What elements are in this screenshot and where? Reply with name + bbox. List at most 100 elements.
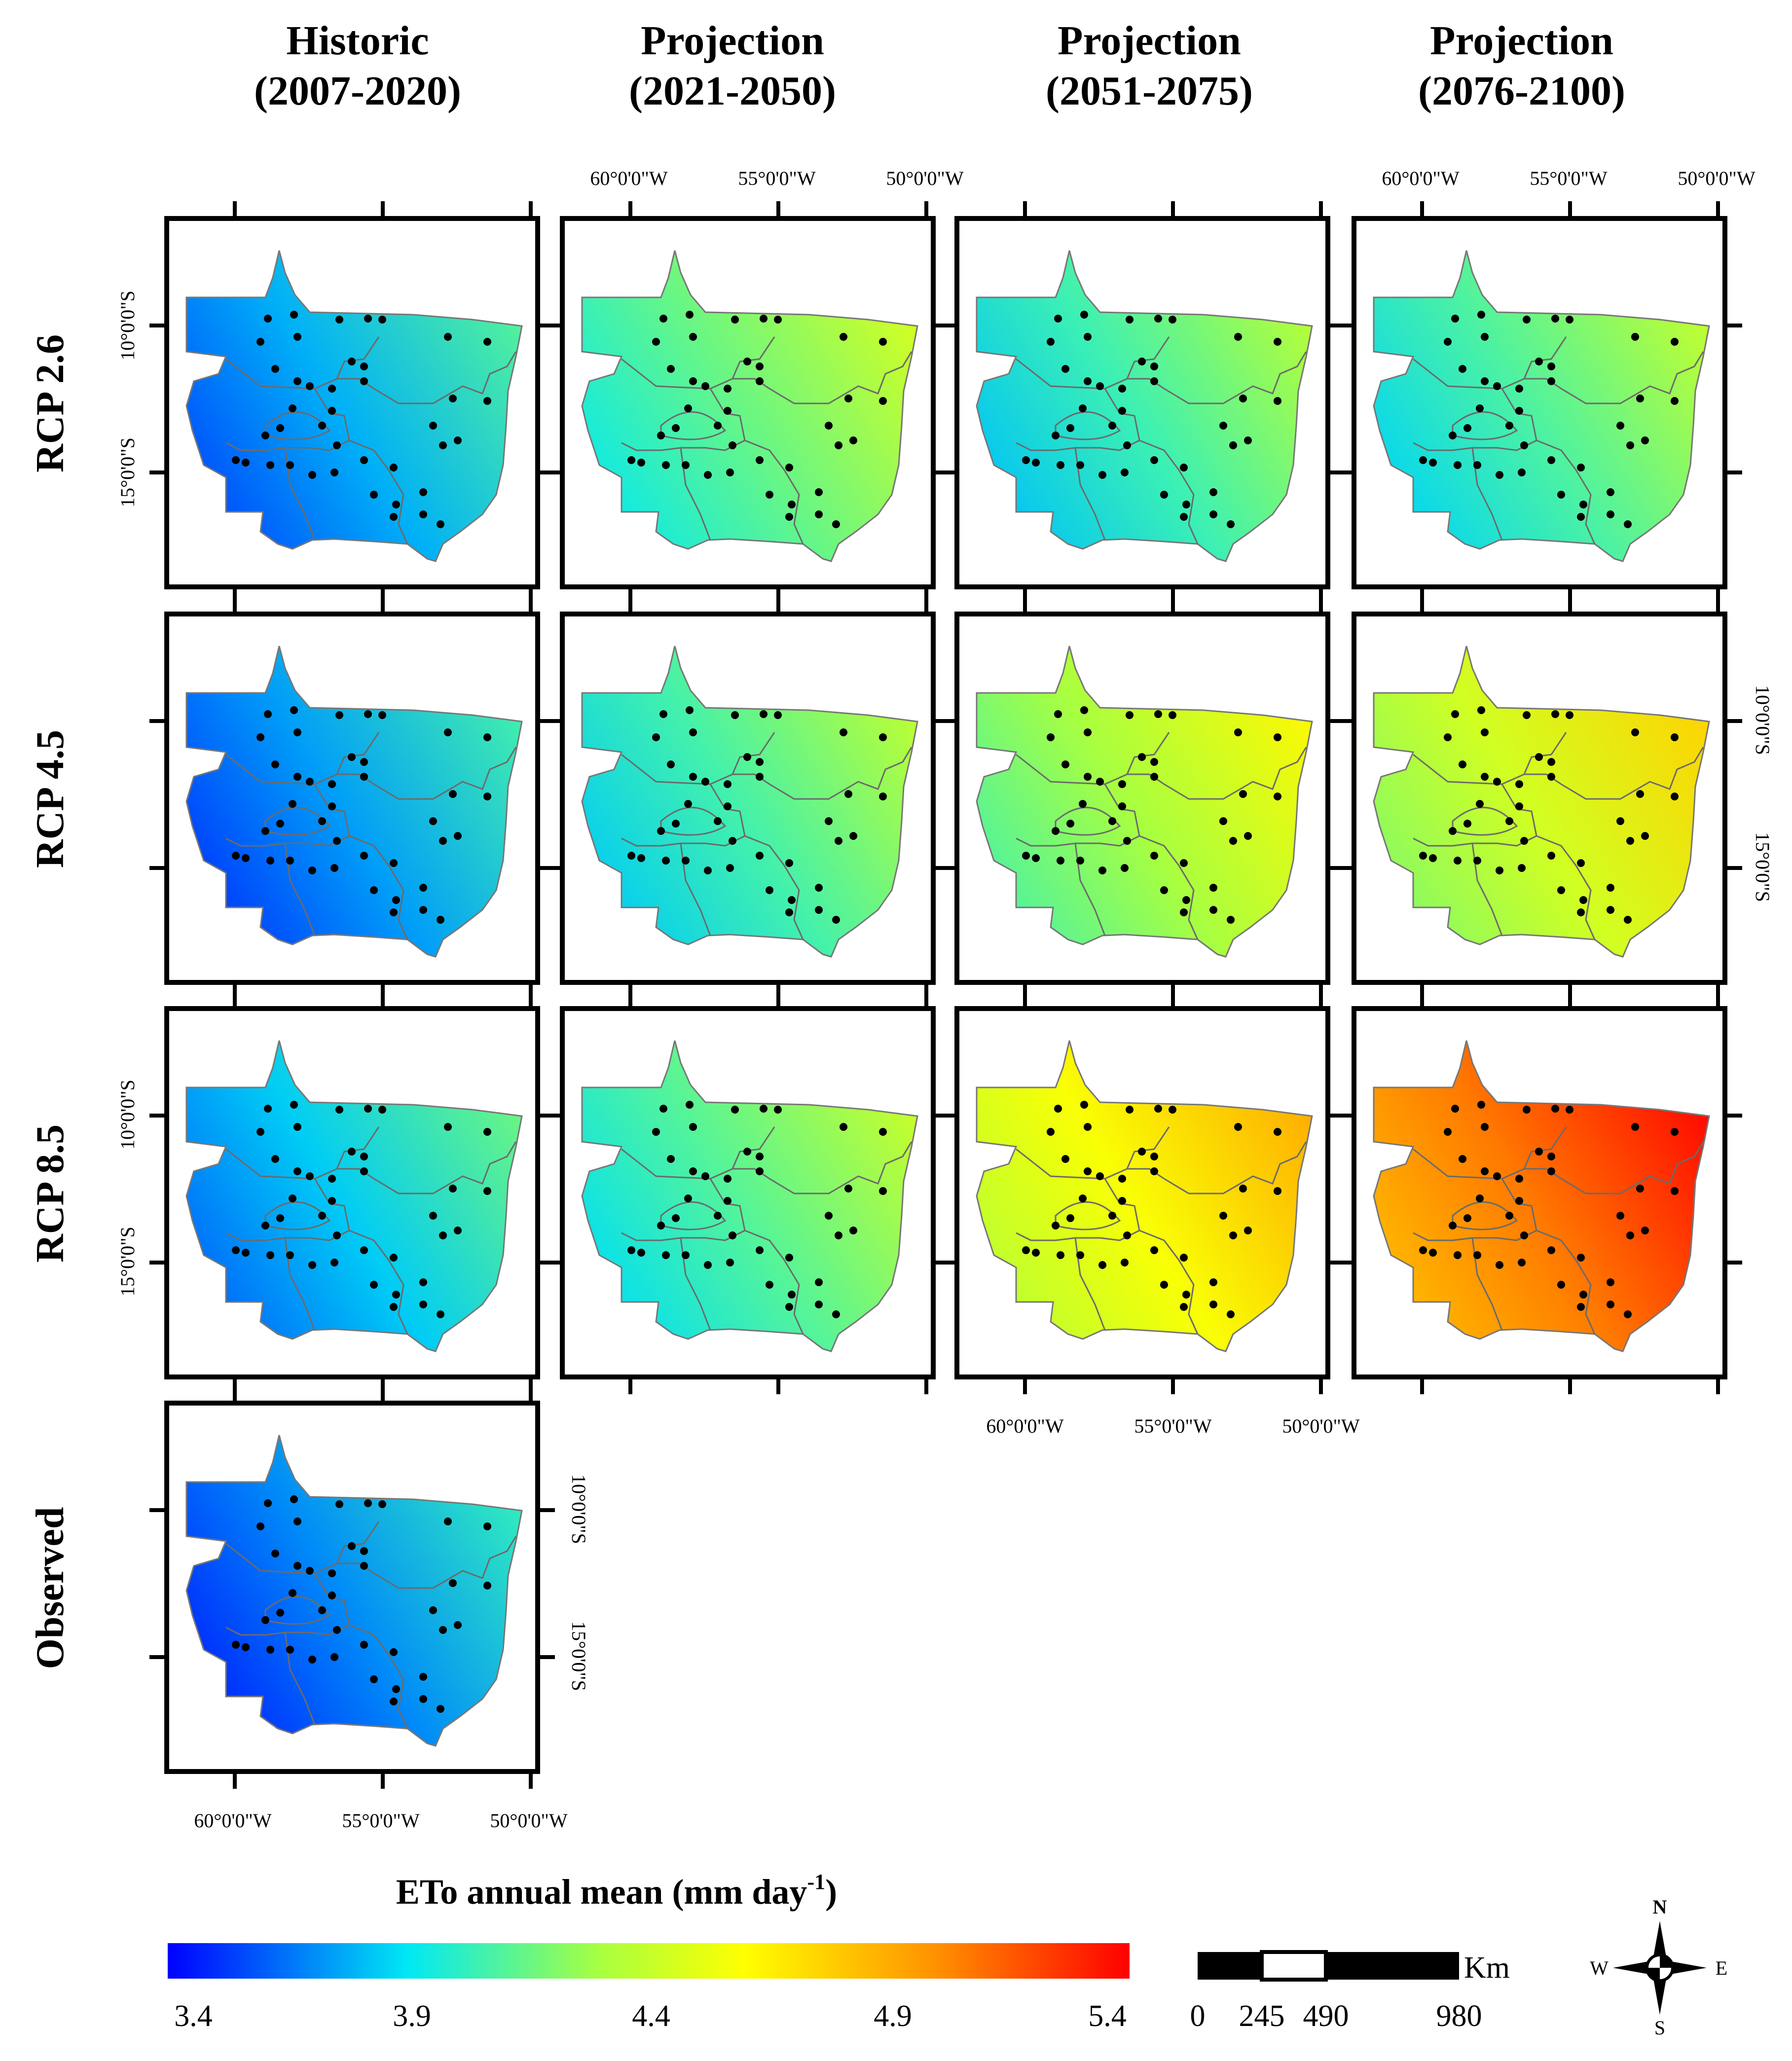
station-point [684, 404, 692, 412]
station-point [1150, 1167, 1158, 1175]
station-point [1118, 802, 1126, 810]
station-point [1473, 857, 1481, 865]
station-point [627, 852, 635, 860]
station-point [1047, 1128, 1055, 1136]
station-point [1219, 422, 1227, 430]
station-point [364, 1499, 372, 1507]
station-point [1547, 773, 1555, 781]
station-point [1032, 459, 1040, 467]
station-point [1182, 501, 1190, 508]
station-point [1473, 461, 1481, 469]
station-point [714, 1212, 722, 1220]
station-point [289, 800, 296, 808]
lon-tick-bottom-obs-50w: 50°0'0"W [490, 1809, 568, 1832]
station-point [1477, 311, 1485, 319]
station-point [454, 436, 462, 444]
station-point [1496, 471, 1503, 479]
station-point [662, 461, 670, 469]
station-point [667, 1155, 675, 1163]
station-point [1076, 857, 1084, 865]
station-point [1636, 395, 1644, 402]
station-point [724, 802, 731, 810]
scale-bar-label: 245 [1239, 1999, 1285, 2033]
state-area [1373, 646, 1710, 958]
station-point [264, 1499, 272, 1507]
station-point [1227, 520, 1235, 528]
station-point [419, 488, 427, 496]
station-point [290, 311, 298, 319]
station-point [1052, 1222, 1060, 1229]
station-point [1616, 817, 1624, 825]
station-point [1084, 333, 1092, 341]
station-point [724, 385, 731, 393]
station-point [785, 908, 793, 916]
station-point [652, 1128, 660, 1136]
station-point [1577, 908, 1585, 916]
station-point [1607, 1301, 1614, 1308]
map-panel [545, 991, 951, 1394]
region-boundary [349, 835, 408, 940]
station-point [1032, 854, 1040, 862]
station-point [328, 385, 336, 393]
station-point [1579, 896, 1587, 904]
station-point [360, 1562, 368, 1570]
station-point [378, 711, 386, 719]
station-point [1180, 1303, 1188, 1311]
station-point [701, 778, 709, 786]
station-point [1209, 1278, 1217, 1286]
station-point [1274, 793, 1281, 800]
station-point [825, 1212, 833, 1220]
station-point [657, 827, 665, 835]
station-point [360, 773, 368, 781]
station-point [1219, 817, 1227, 825]
station-point [766, 1281, 773, 1289]
station-point [483, 1128, 491, 1136]
station-point [439, 837, 447, 845]
station-point [785, 859, 793, 867]
station-point [825, 422, 833, 430]
station-point [378, 1106, 386, 1114]
station-point [256, 733, 264, 741]
region-boundary [225, 784, 350, 847]
map-panel [940, 597, 1345, 1000]
station-point [286, 1646, 294, 1654]
station-point [756, 773, 764, 781]
station-point [1481, 1167, 1489, 1175]
station-point [815, 1301, 823, 1308]
station-point [1160, 886, 1168, 894]
station-point [449, 1185, 457, 1193]
station-point [672, 1214, 680, 1222]
station-point [714, 817, 722, 825]
station-point [232, 1246, 240, 1254]
station-point [1671, 397, 1679, 405]
column-title-2051-2075-line1: Projection [1058, 18, 1241, 64]
station-point [1449, 1222, 1457, 1229]
station-point [360, 758, 368, 766]
station-point [348, 753, 356, 761]
station-point [1451, 1105, 1459, 1113]
station-point [261, 432, 269, 439]
station-point [1180, 1254, 1188, 1262]
station-point [682, 1251, 690, 1259]
station-point [378, 316, 386, 324]
region-boundary [1536, 1229, 1596, 1335]
scale-bar-segment [1326, 1952, 1459, 1980]
station-point [849, 832, 857, 840]
station-point [1557, 886, 1565, 894]
station-point [261, 1222, 269, 1229]
station-point [704, 1261, 712, 1269]
station-point [256, 1128, 264, 1136]
station-point [392, 501, 400, 508]
lat-tick-left-r3-10s: 10°0'0"S [116, 1080, 139, 1150]
row-title-rcp85: RCP 8.5 [29, 1124, 72, 1263]
station-point [271, 365, 279, 373]
station-point [437, 1310, 444, 1318]
station-point [844, 790, 852, 798]
scale-bar-label: 490 [1303, 1999, 1349, 2033]
station-point [1607, 1278, 1614, 1286]
station-point [1444, 338, 1452, 346]
map-panel [1337, 597, 1742, 1000]
station-point [360, 456, 368, 464]
state-area [976, 1040, 1313, 1352]
station-point [1150, 362, 1158, 370]
